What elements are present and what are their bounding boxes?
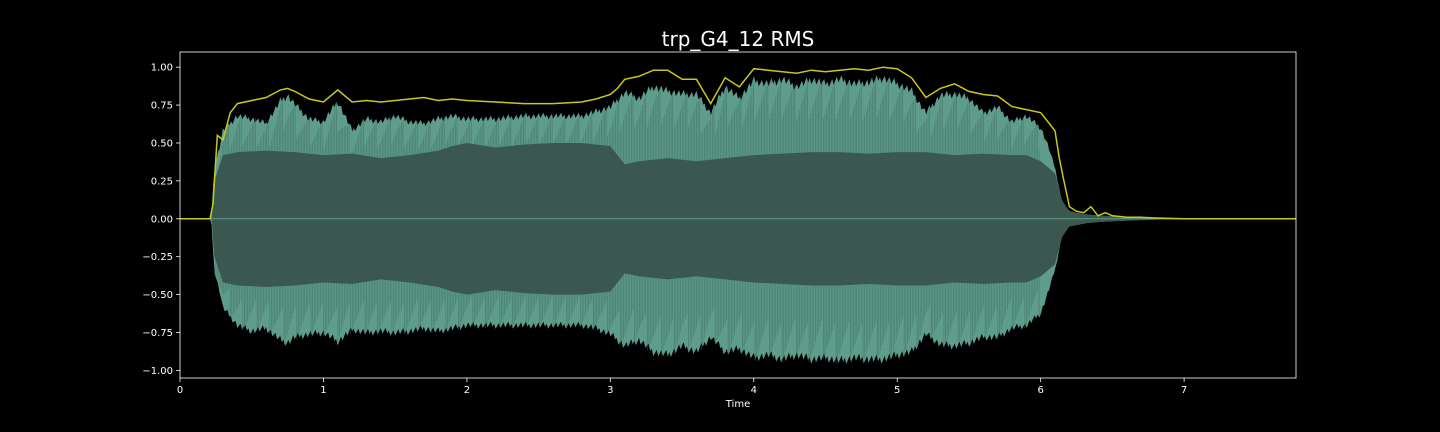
y-tick-label: −0.50: [142, 290, 173, 301]
rms-line: [180, 66, 1296, 220]
x-tick-label: 4: [751, 385, 757, 396]
waveform-striations: [215, 78, 1040, 364]
x-tick-label: 3: [607, 385, 613, 396]
y-axis: 1.00 0.75 0.50 0.25 0.00 −0.25 −0.50 −0.75 −1.00: [142, 63, 180, 377]
y-tick-label: 1.00: [151, 63, 173, 74]
x-axis: 0 1 2 3 4 5 6 7: [177, 378, 1187, 396]
y-tick-label: −1.00: [142, 366, 173, 377]
x-tick-label: 2: [464, 385, 470, 396]
y-tick-label: −0.75: [142, 328, 173, 339]
y-tick-label: 0.00: [151, 214, 173, 225]
x-tick-label: 0: [177, 385, 183, 396]
y-tick-label: 0.50: [151, 138, 173, 149]
x-tick-label: 6: [1037, 385, 1043, 396]
x-axis-label: Time: [725, 399, 750, 410]
x-tick-label: 5: [894, 385, 900, 396]
y-tick-label: 0.25: [151, 176, 173, 187]
x-tick-label: 7: [1181, 385, 1187, 396]
chart-title: trp_G4_12 RMS: [662, 27, 815, 51]
plot-area: [180, 66, 1296, 364]
y-tick-label: 0.75: [151, 101, 173, 112]
y-tick-label: −0.25: [142, 252, 173, 263]
x-tick-label: 1: [320, 385, 326, 396]
plot-frame: [179, 51, 1297, 379]
